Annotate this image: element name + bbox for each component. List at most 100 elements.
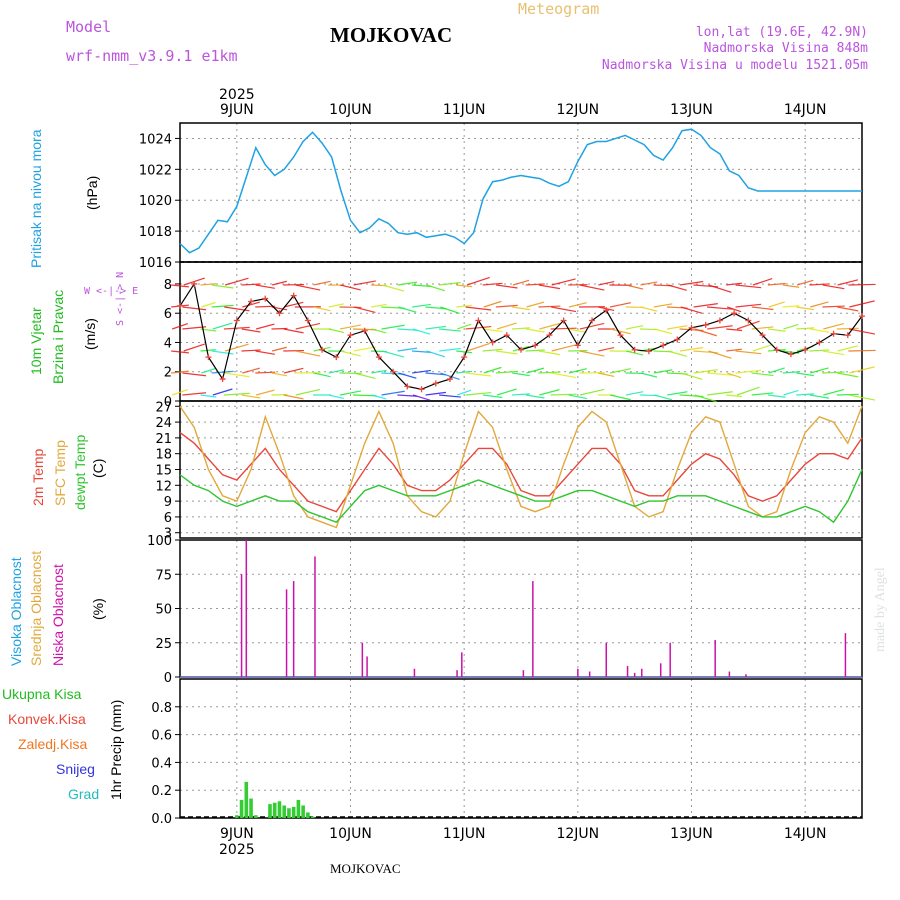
wind-arrow bbox=[525, 328, 545, 333]
wind-arrow bbox=[550, 393, 577, 396]
wind-arrow bbox=[241, 283, 261, 286]
wind-arrow bbox=[822, 350, 845, 356]
wind-arrow bbox=[836, 393, 859, 396]
wind-arrow bbox=[223, 326, 250, 330]
wind-gust-marker bbox=[432, 380, 439, 387]
wind-arrow bbox=[465, 306, 492, 311]
temp2m-line bbox=[179, 432, 863, 513]
wind-arrow bbox=[707, 325, 733, 330]
wind-arrow bbox=[295, 322, 321, 330]
wind-arrow bbox=[848, 394, 876, 401]
wind-gust-marker bbox=[347, 332, 354, 339]
precip-bar bbox=[253, 815, 258, 818]
wind-gust-marker bbox=[319, 346, 326, 353]
wind-gust-marker bbox=[262, 295, 269, 302]
wind-arrow bbox=[439, 394, 461, 398]
wind-arrow bbox=[751, 392, 774, 396]
wind-gust-marker bbox=[745, 317, 752, 324]
wind-arrow bbox=[707, 391, 733, 396]
wind-arrow bbox=[726, 394, 743, 398]
wind-gust-marker bbox=[177, 302, 183, 309]
precip-bar bbox=[282, 805, 286, 818]
wind-arrow bbox=[680, 372, 703, 380]
wind-arrow bbox=[609, 368, 631, 374]
wind-arrow bbox=[640, 372, 658, 378]
wind-gust-marker bbox=[645, 348, 652, 355]
wind-arrow bbox=[809, 328, 830, 333]
wind-arrow bbox=[579, 388, 605, 396]
wind-arrow bbox=[211, 350, 234, 355]
wind-arrow bbox=[339, 390, 362, 396]
wind-arrow bbox=[171, 284, 189, 288]
wind-arrow bbox=[224, 343, 249, 352]
wind-arrow bbox=[551, 278, 576, 286]
wind-gust-marker bbox=[475, 317, 482, 324]
wind-arrow bbox=[371, 369, 387, 374]
wind-gust-marker bbox=[802, 346, 809, 353]
wind-arrow bbox=[425, 391, 446, 396]
wind-gust-marker bbox=[233, 317, 240, 324]
y-tick-label: 0.0 bbox=[151, 812, 172, 827]
y-tick-label: 6 bbox=[164, 307, 172, 322]
wind-arrow bbox=[412, 303, 431, 308]
bottom-day-label: 14JUN bbox=[784, 826, 827, 842]
wind-gust-marker bbox=[759, 332, 766, 339]
wind-arrow bbox=[412, 369, 431, 374]
wind-gust-marker bbox=[390, 368, 397, 375]
wind-arrow bbox=[456, 370, 473, 374]
wind-arrow bbox=[271, 327, 288, 330]
wind-arrow bbox=[680, 306, 703, 314]
y-tick-label: 8 bbox=[164, 278, 172, 293]
wind-arrow bbox=[653, 303, 673, 308]
precip-bar bbox=[306, 812, 310, 818]
wind-arrow bbox=[397, 281, 418, 286]
wind-gust-marker bbox=[589, 317, 596, 324]
wind-arrow bbox=[726, 348, 743, 352]
wind-arrow bbox=[849, 366, 875, 374]
wind-arrow bbox=[182, 392, 207, 396]
wind-arrow bbox=[568, 302, 587, 308]
wind-arrow bbox=[810, 367, 829, 374]
wind-arrow bbox=[482, 394, 503, 399]
wind-arrow bbox=[525, 349, 545, 352]
wind-arrow bbox=[200, 394, 217, 398]
wind-arrow bbox=[654, 394, 673, 401]
y-tick-label: 2 bbox=[164, 366, 172, 381]
wind-arrow bbox=[397, 394, 418, 397]
y-tick-label: 1022 bbox=[139, 163, 172, 178]
panel-frame bbox=[179, 678, 863, 819]
wind-arrow bbox=[172, 389, 188, 396]
y-tick-label: 18 bbox=[155, 448, 172, 463]
wind-arrow bbox=[353, 280, 376, 286]
wind-arrow bbox=[171, 370, 189, 374]
legend-hail: Grad bbox=[68, 786, 100, 802]
wind-arrow bbox=[353, 372, 376, 380]
wind-gust-marker bbox=[503, 332, 510, 339]
wind-gust-marker bbox=[290, 292, 297, 299]
wind-arrow bbox=[283, 301, 304, 308]
wind-arrow bbox=[313, 280, 331, 286]
wind-arrow bbox=[353, 306, 376, 314]
wind-arrow bbox=[626, 350, 644, 356]
wind-arrow bbox=[751, 306, 774, 311]
wind-arrow bbox=[295, 388, 321, 396]
wind-arrow bbox=[823, 322, 844, 330]
wind-arrow bbox=[283, 328, 304, 334]
wind-arrow bbox=[457, 323, 472, 330]
wind-arrow bbox=[539, 323, 560, 330]
wind-arrow bbox=[538, 305, 561, 308]
top-day-label: 14JUN bbox=[784, 102, 827, 118]
wind-arrow bbox=[411, 350, 432, 354]
wind-arrow bbox=[466, 276, 490, 286]
wind-arrow bbox=[212, 322, 233, 330]
wind-arrow bbox=[822, 371, 845, 374]
wind-arrow bbox=[693, 303, 718, 308]
wind-arrow bbox=[796, 306, 814, 311]
wind-arrow bbox=[440, 306, 460, 314]
wind-arrow bbox=[371, 328, 387, 334]
wind-arrow bbox=[439, 347, 461, 352]
wind-gust-marker bbox=[276, 310, 283, 317]
wind-arrow bbox=[767, 328, 786, 332]
model-label: Model bbox=[66, 18, 112, 36]
wind-gust-marker bbox=[773, 346, 780, 353]
